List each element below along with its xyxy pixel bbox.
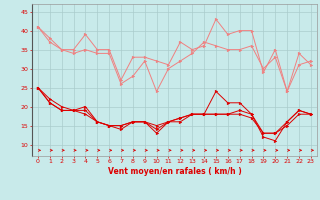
X-axis label: Vent moyen/en rafales ( km/h ): Vent moyen/en rafales ( km/h ) (108, 167, 241, 176)
